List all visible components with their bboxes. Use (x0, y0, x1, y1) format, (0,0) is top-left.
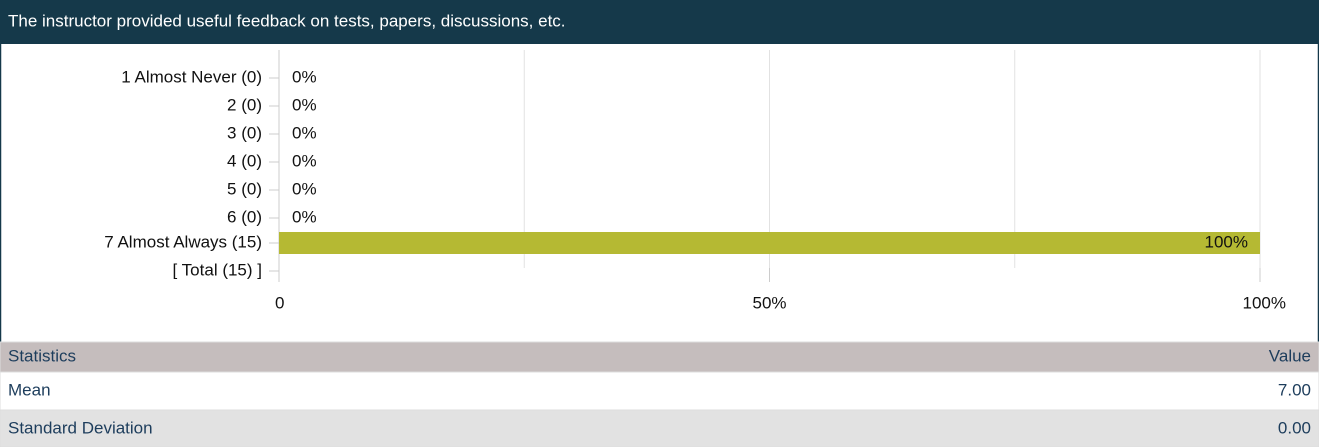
table-row (0, 371, 1319, 411)
y-tick-label: 7 Almost Always (15) (104, 232, 262, 251)
table-cell: Mean (8, 380, 51, 399)
header-title: The instructor provided useful feedback … (8, 11, 566, 30)
y-tick-label: 1 Almost Never (0) (121, 67, 262, 86)
table-cell: Value (1269, 346, 1311, 365)
table-row (0, 409, 1319, 447)
value-label: 0% (292, 67, 317, 86)
x-tick-label: 0 (275, 293, 284, 312)
table-cell: 0.00 (1278, 418, 1311, 437)
table-cell: Statistics (8, 346, 76, 365)
x-tick-label: 100% (1243, 293, 1286, 312)
header-bar (0, 0, 1319, 44)
table-row (0, 341, 1319, 373)
value-label: 0% (292, 179, 317, 198)
value-label: 0% (292, 207, 317, 226)
value-label: 0% (292, 123, 317, 142)
y-tick-label: 4 (0) (227, 151, 262, 170)
value-label: 100% (1205, 232, 1248, 251)
x-tick-label: 50% (752, 293, 786, 312)
y-tick-label: 2 (0) (227, 95, 262, 114)
table-cell: 7.00 (1278, 380, 1311, 399)
y-tick-label: 5 (0) (227, 179, 262, 198)
table-cell: Standard Deviation (8, 418, 153, 437)
value-label: 0% (292, 95, 317, 114)
value-label: 0% (292, 151, 317, 170)
y-tick-label: 3 (0) (227, 123, 262, 142)
y-tick-label: [ Total (15) ] (173, 260, 262, 279)
bar (279, 232, 1260, 254)
y-tick-label: 6 (0) (227, 207, 262, 226)
